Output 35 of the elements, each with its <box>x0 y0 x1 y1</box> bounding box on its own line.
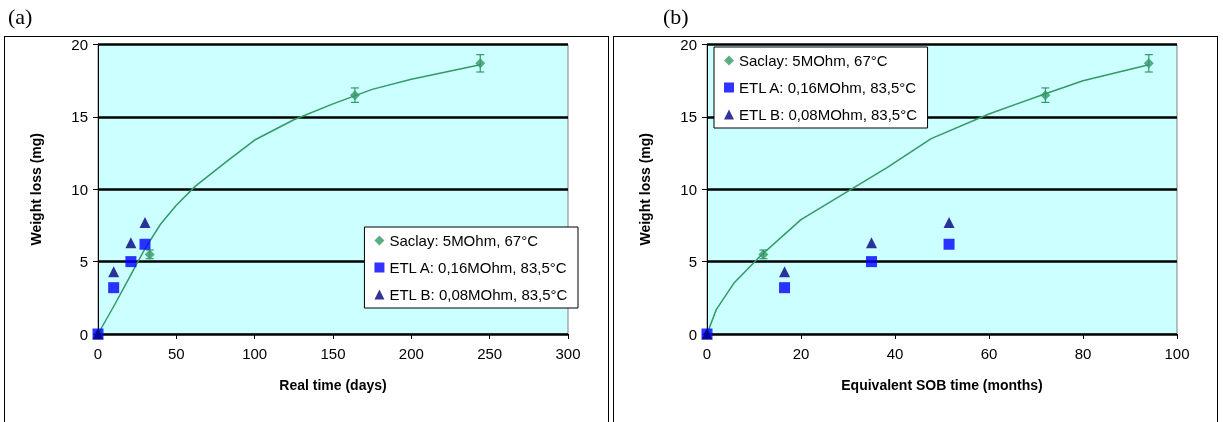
legend-label: ETL B: 0,08MOhm, 83,5°C <box>739 106 918 123</box>
x-tick-label: 20 <box>792 345 810 362</box>
x-tick-label: 60 <box>980 345 998 362</box>
chart-title: (b) <box>663 4 689 30</box>
y-tick-label: 15 <box>71 108 88 126</box>
x-axis-title: Real time (days) <box>279 377 387 393</box>
legend-label: Saclay: 5MOhm, 67°C <box>739 52 888 69</box>
y-axis-title: Weight loss (mg) <box>28 132 44 246</box>
legend-label: ETL A: 0,16MOhm, 83,5°C <box>739 79 917 96</box>
y-tick-label: 20 <box>680 36 697 53</box>
x-axis-title: Equivalent SOB time (months) <box>841 377 1043 393</box>
y-tick-label: 10 <box>71 180 88 198</box>
y-tick-label: 15 <box>680 108 697 126</box>
y-tick-label: 10 <box>680 180 697 198</box>
x-tick-label: 300 <box>555 345 581 362</box>
x-tick-label: 250 <box>477 345 503 362</box>
x-tick-label: 100 <box>242 345 268 362</box>
legend-label: ETL B: 0,08MOhm, 83,5°C <box>389 286 568 303</box>
x-tick-label: 40 <box>886 345 904 362</box>
x-tick-label: 50 <box>167 345 185 362</box>
y-tick-label: 20 <box>71 36 88 53</box>
legend-label: Saclay: 5MOhm, 67°C <box>389 232 539 249</box>
x-tick-label: 200 <box>398 345 424 362</box>
x-tick-label: 0 <box>702 345 712 362</box>
x-tick-label: 0 <box>93 345 103 362</box>
x-tick-label: 80 <box>1074 345 1092 362</box>
y-tick-label: 5 <box>79 253 88 271</box>
x-tick-label: 150 <box>320 345 346 362</box>
y-tick-label: 0 <box>688 325 697 343</box>
legend-label: ETL A: 0,16MOhm, 83,5°C <box>389 259 567 276</box>
y-tick-label: 5 <box>688 253 697 271</box>
y-axis-title: Weight loss (mg) <box>637 132 653 246</box>
x-tick-label: 100 <box>1164 345 1190 362</box>
chart-title: (a) <box>8 4 33 30</box>
y-tick-label: 0 <box>79 325 88 343</box>
